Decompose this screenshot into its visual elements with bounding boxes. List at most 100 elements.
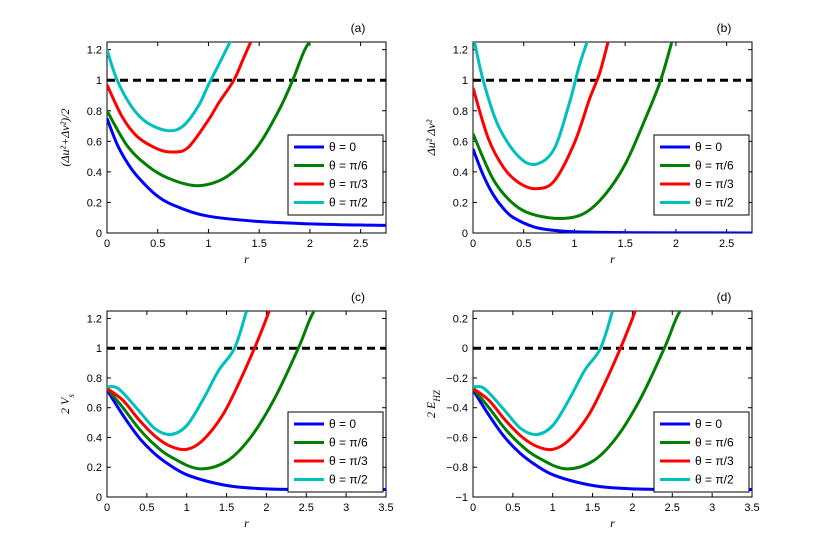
series-line-0	[107, 117, 386, 227]
y-tick-label: 0.2	[87, 462, 102, 474]
y-tick-label: −0.2	[446, 373, 468, 385]
x-tick-label: 0.5	[516, 238, 531, 250]
x-tick-label: 0.5	[505, 502, 520, 514]
chart-panel-b: 0 0.5 1 1.5 2 2.5 0 0.2 0.4 0.6 0.8 1 1.2 θ = 0 θ = π/…	[424, 21, 753, 266]
y-axis-label-sub: HZ	[432, 389, 442, 402]
series-line-3	[107, 311, 248, 437]
y-tick-label: 0.8	[453, 106, 468, 118]
panel-label: (d)	[717, 290, 732, 304]
y-tick-label: 0	[96, 492, 102, 504]
y-axis-label-sub: s	[66, 394, 76, 398]
legend-entry-3: θ = π/2	[695, 196, 734, 210]
x-tick-label: 2.5	[353, 238, 368, 250]
y-tick-label: 0	[96, 228, 102, 240]
x-tick-label: 0	[104, 502, 110, 514]
legend-entry-3: θ = π/2	[329, 473, 368, 487]
x-tick-label: 0	[470, 238, 476, 250]
legend-entry-1: θ = π/6	[695, 436, 734, 450]
x-tick-label: 2	[263, 502, 269, 514]
x-tick-label: 3	[709, 502, 715, 514]
series-line-3	[473, 311, 614, 437]
y-tick-label: 1	[462, 75, 468, 87]
y-tick-label: −1	[455, 492, 468, 504]
x-tick-label: 1	[205, 238, 211, 250]
y-tick-label: 0.2	[453, 313, 468, 325]
x-tick-label: 0	[104, 238, 110, 250]
legend-entry-3: θ = π/2	[695, 473, 734, 487]
legend-entry-1: θ = π/6	[695, 159, 734, 173]
x-axis-label: r	[244, 252, 249, 266]
series-line-1	[107, 311, 316, 471]
x-tick-label: 1.5	[252, 238, 267, 250]
x-tick-label: 2.5	[299, 502, 314, 514]
y-axis-label: 2 EHZ	[424, 389, 442, 418]
y-tick-label: 0.6	[87, 136, 102, 148]
series-line-1	[473, 42, 674, 220]
y-axis-label-main: 2 E	[424, 401, 438, 418]
series-line-2	[107, 311, 271, 452]
chart-panel-a: 0 0.5 1 1.5 2 2.5 0 0.2 0.4 0.6 0.8 1 1.2 θ = 0 θ = π/…	[58, 21, 387, 266]
series-line-1	[473, 311, 682, 471]
legend-entry-1: θ = π/6	[329, 436, 368, 450]
series-line-3	[107, 42, 232, 133]
y-tick-label: 0.2	[453, 197, 468, 209]
x-tick-label: 2.5	[665, 502, 680, 514]
legend-entry-1: θ = π/6	[329, 159, 368, 173]
x-tick-label: 0	[470, 502, 476, 514]
series-line-3	[473, 42, 589, 167]
legend-entry-2: θ = π/3	[329, 454, 368, 468]
legend-entry-0: θ = 0	[695, 417, 722, 431]
y-tick-label: 0.6	[87, 403, 102, 415]
y-tick-label: 1	[96, 343, 102, 355]
chart-panel-c: 0 0.5 1 1.5 2 2.5 3 3.5 0 0.2 0.4 0.6 0.8 1 1.2 θ = 0 θ …	[58, 290, 394, 530]
x-axis-label: r	[610, 516, 615, 530]
legend-entry-3: θ = π/2	[329, 196, 368, 210]
legend-entry-2: θ = π/3	[695, 177, 734, 191]
legend-entry-0: θ = 0	[329, 417, 356, 431]
legend-entry-0: θ = 0	[695, 140, 722, 154]
y-axis-label: 2 Vs	[58, 394, 76, 414]
x-tick-label: 1.5	[585, 502, 600, 514]
y-tick-label: 0.6	[453, 136, 468, 148]
x-tick-label: 2.5	[719, 238, 734, 250]
y-tick-label: 0	[462, 228, 468, 240]
series-line-2	[107, 42, 253, 154]
series-line-1	[107, 42, 312, 188]
x-tick-label: 0.5	[139, 502, 154, 514]
y-tick-label: 0.8	[87, 373, 102, 385]
panel-label: (a)	[351, 21, 366, 35]
x-tick-label: 3	[343, 502, 349, 514]
y-axis-label-main: 2 V	[58, 396, 72, 414]
y-tick-label: 0.2	[87, 197, 102, 209]
series-line-2	[473, 42, 610, 191]
x-axis-label: r	[610, 252, 615, 266]
y-tick-label: 0.4	[453, 167, 468, 179]
legend-entry-2: θ = π/3	[695, 454, 734, 468]
x-tick-label: 1	[571, 238, 577, 250]
y-tick-label: 0.8	[87, 106, 102, 118]
x-tick-label: 2	[307, 238, 313, 250]
y-tick-label: −0.8	[446, 462, 468, 474]
x-tick-label: 2	[673, 238, 679, 250]
legend-entry-0: θ = 0	[329, 140, 356, 154]
panel-label: (b)	[717, 21, 732, 35]
x-tick-label: 1	[184, 502, 190, 514]
x-tick-label: 1	[550, 502, 556, 514]
legend-entry-2: θ = π/3	[329, 177, 368, 191]
series-line-0	[473, 148, 752, 233]
y-axis-label: Δu² Δv²	[424, 119, 438, 156]
y-tick-label: −0.6	[446, 432, 468, 444]
panel-label: (c)	[351, 290, 365, 304]
x-tick-label: 1.5	[618, 238, 633, 250]
y-tick-label: 0.4	[87, 167, 102, 179]
x-tick-label: 0.5	[150, 238, 165, 250]
y-tick-label: 1.2	[87, 313, 102, 325]
y-tick-label: 1	[96, 75, 102, 87]
series-line-2	[473, 311, 637, 452]
y-tick-label: 0.4	[87, 432, 102, 444]
y-tick-label: 0	[462, 343, 468, 355]
x-tick-label: 3.5	[378, 502, 393, 514]
chart-panel-d: 0 0.5 1 1.5 2 2.5 3 3.5 −1 −0.8 −0.6 −0.4 −0.2 0 0.2 θ …	[424, 290, 760, 530]
x-tick-label: 2	[629, 502, 635, 514]
